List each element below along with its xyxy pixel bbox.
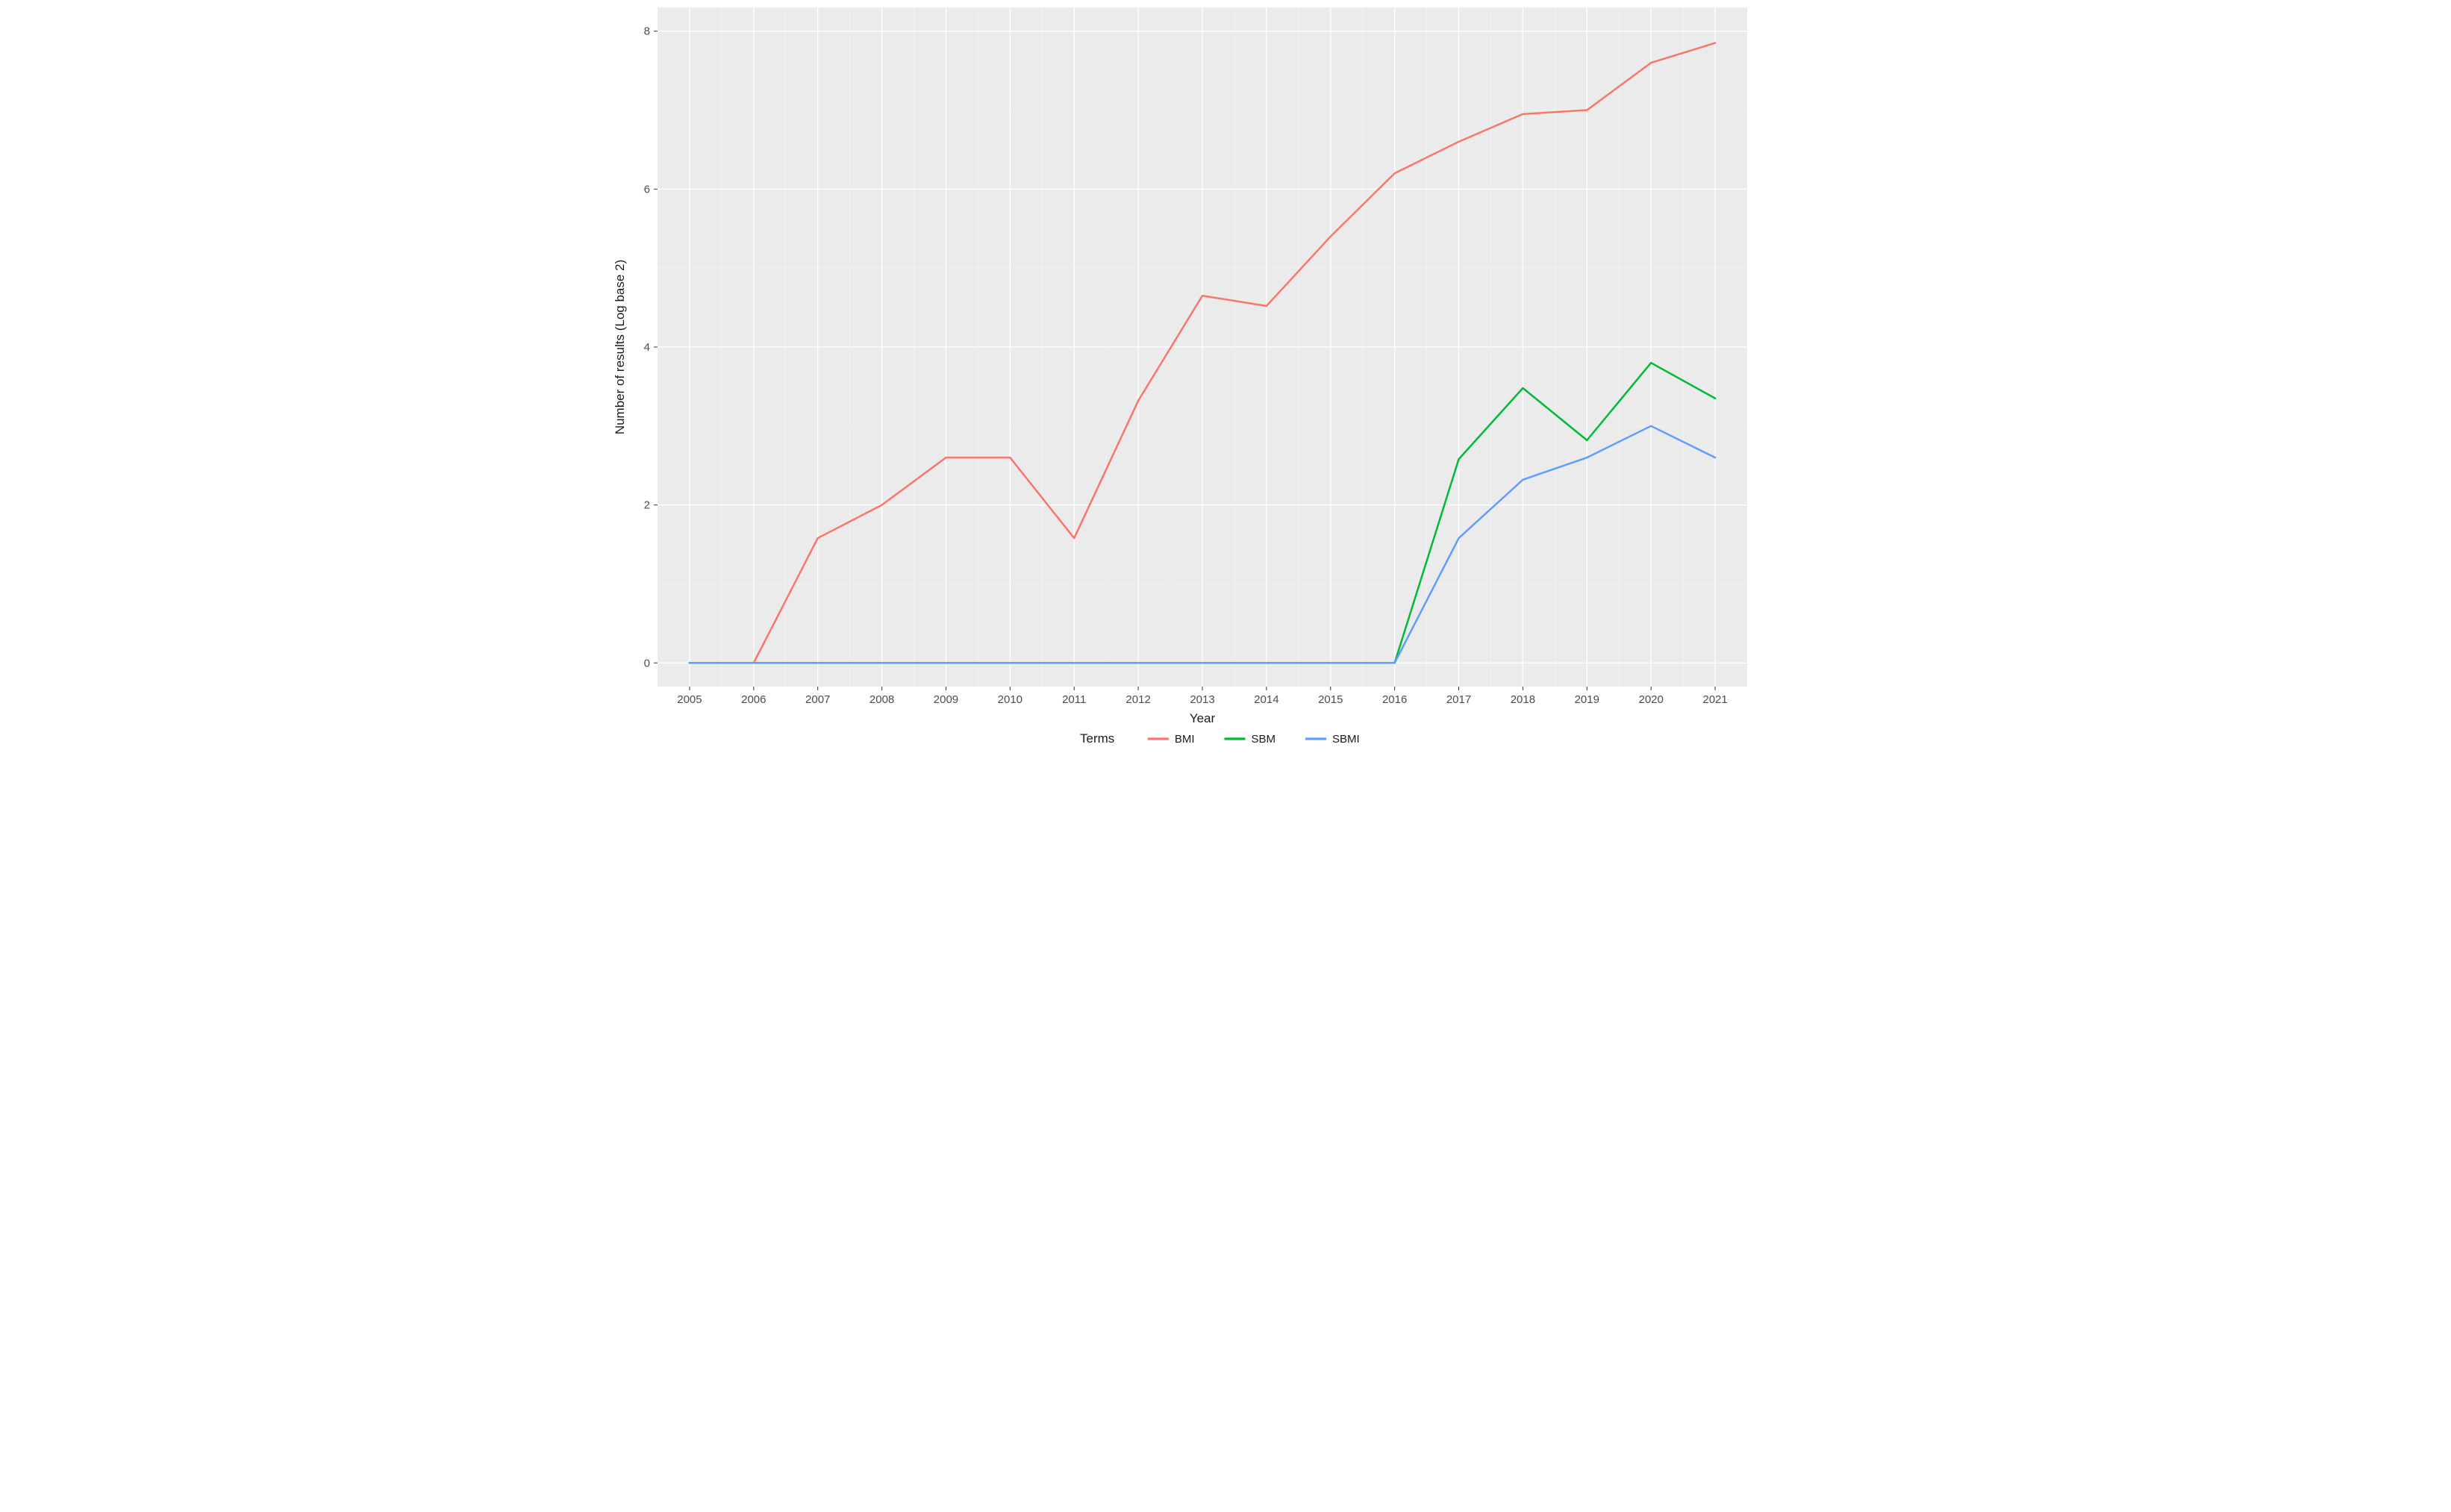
x-tick-label: 2021 bbox=[1702, 693, 1727, 706]
x-tick-label: 2014 bbox=[1254, 693, 1278, 706]
x-tick-label: 2007 bbox=[805, 693, 830, 706]
x-tick-label: 2013 bbox=[1190, 693, 1214, 706]
x-tick-label: 2011 bbox=[1062, 693, 1086, 706]
x-tick-label: 2019 bbox=[1575, 693, 1599, 706]
x-tick-label: 2020 bbox=[1638, 693, 1663, 706]
y-tick-label: 8 bbox=[644, 25, 650, 38]
y-tick-label: 0 bbox=[644, 657, 650, 669]
y-axis: 0 2 4 6 8 bbox=[644, 25, 658, 670]
x-axis: 2005 2006 2007 2008 2009 2010 2011 2012 2013 2014… bbox=[677, 687, 1727, 706]
x-tick-label: 2005 bbox=[677, 693, 702, 706]
x-tick-label: 2009 bbox=[934, 693, 958, 706]
x-tick-label: 2012 bbox=[1125, 693, 1150, 706]
legend: Terms BMI SBM SBMI bbox=[1080, 731, 1360, 746]
x-tick-label: 2010 bbox=[998, 693, 1022, 706]
x-tick-label: 2017 bbox=[1446, 693, 1471, 706]
x-tick-label: 2018 bbox=[1511, 693, 1535, 706]
x-tick-label: 2006 bbox=[741, 693, 766, 706]
y-tick-label: 6 bbox=[644, 183, 650, 196]
line-chart: 2005 2006 2007 2008 2009 2010 2011 2012 2013 2014… bbox=[613, 0, 1838, 756]
chart-container: 2005 2006 2007 2008 2009 2010 2011 2012 2013 2014… bbox=[613, 0, 1838, 756]
x-tick-label: 2008 bbox=[869, 693, 894, 706]
legend-title: Terms bbox=[1080, 731, 1114, 746]
y-axis-title: Number of results (Log base 2) bbox=[613, 260, 627, 434]
x-axis-title: Year bbox=[1190, 711, 1216, 725]
y-tick-label: 2 bbox=[644, 499, 650, 512]
legend-label-bmi: BMI bbox=[1175, 733, 1195, 746]
x-tick-label: 2015 bbox=[1318, 693, 1343, 706]
legend-label-sbm: SBM bbox=[1252, 733, 1276, 746]
legend-label-sbmi: SBMI bbox=[1332, 733, 1360, 746]
y-tick-label: 4 bbox=[644, 341, 650, 354]
x-tick-label: 2016 bbox=[1382, 693, 1407, 706]
